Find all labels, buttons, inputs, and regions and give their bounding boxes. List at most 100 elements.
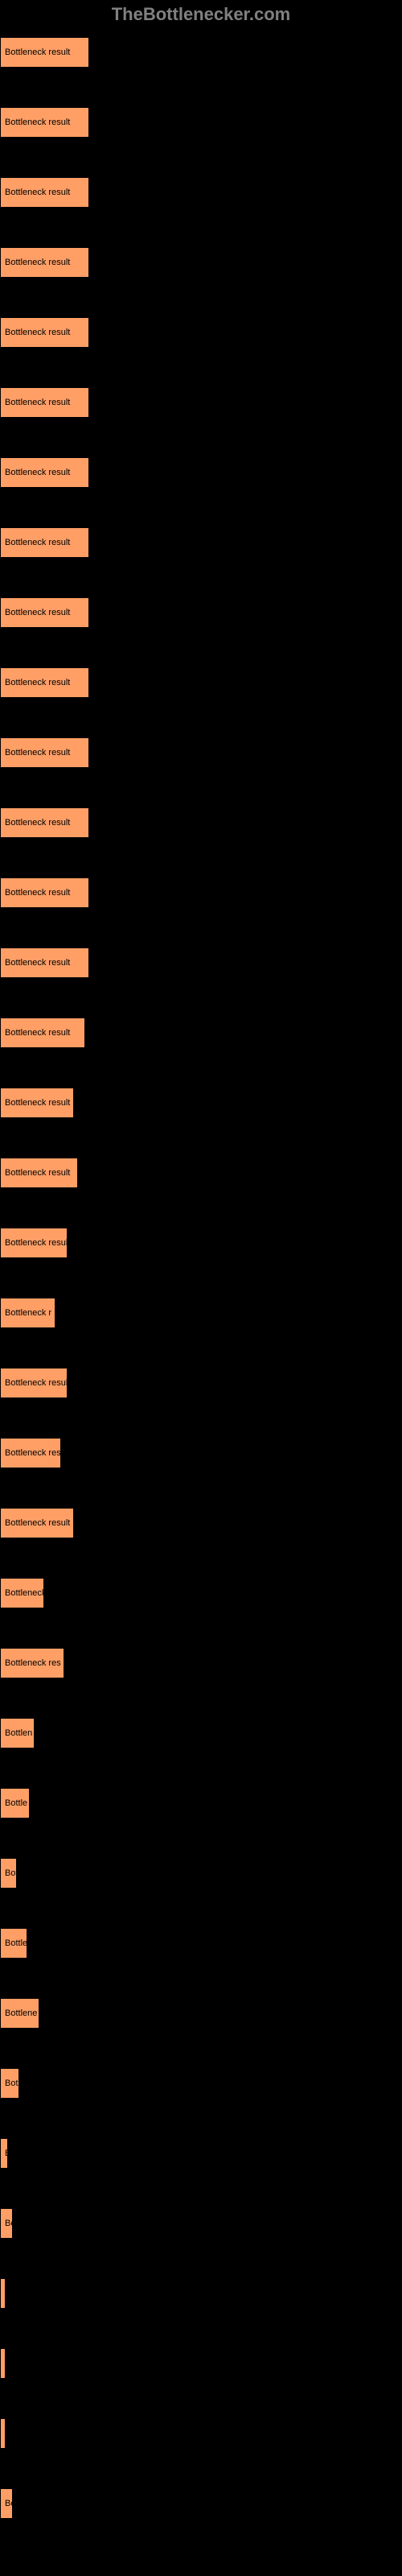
bar-label: Bottleneck result bbox=[5, 888, 70, 898]
bar-label: Bottleneck result bbox=[5, 47, 70, 57]
bar-row: Bottleneck result bbox=[0, 387, 398, 418]
bar: Bottleneck result bbox=[0, 737, 89, 768]
bar-row: Bottle bbox=[0, 1788, 398, 1818]
bar: Bottleneck result bbox=[0, 1088, 74, 1118]
bar: Bottleneck res bbox=[0, 1648, 64, 1678]
bar-label: Bottleneck result bbox=[5, 468, 70, 477]
bar-row: Bottleneck res bbox=[0, 1438, 398, 1468]
bar-row: Bottleneck result bbox=[0, 1018, 398, 1048]
bar-row: Bot bbox=[0, 2068, 398, 2099]
bar-label: Bottleneck result bbox=[5, 1378, 68, 1388]
bar-label: Bottleneck result bbox=[5, 398, 70, 407]
bar: Bot bbox=[0, 2068, 19, 2099]
bar: Bottleneck result bbox=[0, 317, 89, 348]
bar-row: Bo bbox=[0, 2208, 398, 2239]
bar-row: Bottleneck result bbox=[0, 1088, 398, 1118]
bar-row: Bottleneck result bbox=[0, 317, 398, 348]
bar-label: Bottlene bbox=[5, 2008, 37, 2018]
bar: Bottleneck bbox=[0, 1578, 44, 1608]
bar-label: Bottleneck result bbox=[5, 538, 70, 547]
bar-row: Bottleneck result bbox=[0, 1228, 398, 1258]
bar-chart: Bottleneck result Bottleneck result Bottle… bbox=[0, 37, 402, 2519]
bar-label: Bottleneck result bbox=[5, 1028, 70, 1038]
bar: Bottleneck result bbox=[0, 1508, 74, 1538]
bar-label: Bottleneck result bbox=[5, 1098, 70, 1108]
bar: Bottlen bbox=[0, 1718, 35, 1748]
bar-row: Bottleneck result bbox=[0, 457, 398, 488]
bar-row: Bottleneck result bbox=[0, 807, 398, 838]
bar: B bbox=[0, 2278, 6, 2309]
bar-row: Bottleneck result bbox=[0, 1368, 398, 1398]
bar: Bottleneck result bbox=[0, 457, 89, 488]
bar: Bottle bbox=[0, 1788, 30, 1818]
bar: Bottlene bbox=[0, 1998, 39, 2029]
bar: Bottleneck result bbox=[0, 947, 89, 978]
bar-row: Bottleneck bbox=[0, 1578, 398, 1608]
bar: B bbox=[0, 2138, 8, 2169]
bar: Bottleneck result bbox=[0, 387, 89, 418]
bar-label: Bottleneck res bbox=[5, 1658, 61, 1668]
bar-row: Bottleneck result bbox=[0, 1158, 398, 1188]
bar-label: B bbox=[5, 2149, 8, 2158]
bar: Bottleneck result bbox=[0, 107, 89, 138]
bar: Bottleneck result bbox=[0, 877, 89, 908]
bar: Bottleneck result bbox=[0, 37, 89, 68]
bar: Bottleneck result bbox=[0, 807, 89, 838]
bar-row: Bottleneck result bbox=[0, 177, 398, 208]
bar: Bottleneck result bbox=[0, 247, 89, 278]
bar: Bottleneck result bbox=[0, 1228, 68, 1258]
bar bbox=[0, 2418, 6, 2449]
bar-label: Bottleneck result bbox=[5, 118, 70, 127]
bar bbox=[0, 2348, 6, 2379]
bar: Bot bbox=[0, 1858, 17, 1889]
bar-label: Bottleneck result bbox=[5, 818, 70, 828]
bar: Bottleneck result bbox=[0, 1158, 78, 1188]
bar-row: Bottle bbox=[0, 1928, 398, 1959]
bar-label: Bottle bbox=[5, 1938, 27, 1948]
bar-row: Bottleneck result bbox=[0, 597, 398, 628]
bar-label: Bot bbox=[5, 2079, 18, 2088]
bar: Bo bbox=[0, 2488, 13, 2519]
bar-row: Bottleneck result bbox=[0, 527, 398, 558]
bar-label: Bottlen bbox=[5, 1728, 32, 1738]
bar-label: Bottleneck result bbox=[5, 188, 70, 197]
bar-label: Bottleneck result bbox=[5, 748, 70, 758]
bar-row: Bottlen bbox=[0, 1718, 398, 1748]
bar-row: Bo bbox=[0, 2488, 398, 2519]
bar-label: Bottleneck r bbox=[5, 1308, 51, 1318]
bar-row bbox=[0, 2418, 398, 2449]
bar-row: Bot bbox=[0, 1858, 398, 1889]
bar-label: B bbox=[5, 2289, 6, 2298]
bar-label: Bottleneck result bbox=[5, 678, 70, 687]
bar-label: Bottleneck result bbox=[5, 1238, 68, 1248]
bar: Bottleneck r bbox=[0, 1298, 55, 1328]
bar-row: Bottleneck res bbox=[0, 1648, 398, 1678]
bar-row: B bbox=[0, 2138, 398, 2169]
bar: Bottleneck result bbox=[0, 527, 89, 558]
bar-row: Bottleneck r bbox=[0, 1298, 398, 1328]
bar: Bottle bbox=[0, 1928, 27, 1959]
bar-label: Bo bbox=[5, 2219, 13, 2228]
bar-label: Bot bbox=[5, 1868, 17, 1878]
bar-row: Bottleneck result bbox=[0, 247, 398, 278]
bar-label: Bottleneck result bbox=[5, 1518, 70, 1528]
bar-label: Bottleneck res bbox=[5, 1448, 61, 1458]
bar: Bottleneck result bbox=[0, 1368, 68, 1398]
bar: Bo bbox=[0, 2208, 13, 2239]
bar-row: Bottlene bbox=[0, 1998, 398, 2029]
bar-label: Bottleneck result bbox=[5, 1168, 70, 1178]
bar-row: Bottleneck result bbox=[0, 667, 398, 698]
bar-label: Bottle bbox=[5, 1798, 27, 1808]
bar: Bottleneck result bbox=[0, 177, 89, 208]
bar-row: Bottleneck result bbox=[0, 1508, 398, 1538]
bar-label: Bottleneck result bbox=[5, 958, 70, 968]
bar-row: Bottleneck result bbox=[0, 877, 398, 908]
bar-row: Bottleneck result bbox=[0, 107, 398, 138]
bar-row bbox=[0, 2348, 398, 2379]
bar-label: Bottleneck result bbox=[5, 608, 70, 617]
bar: Bottleneck result bbox=[0, 1018, 85, 1048]
bar-row: Bottleneck result bbox=[0, 947, 398, 978]
bar-label: Bottleneck result bbox=[5, 258, 70, 267]
bar-row: B bbox=[0, 2278, 398, 2309]
bar: Bottleneck res bbox=[0, 1438, 61, 1468]
